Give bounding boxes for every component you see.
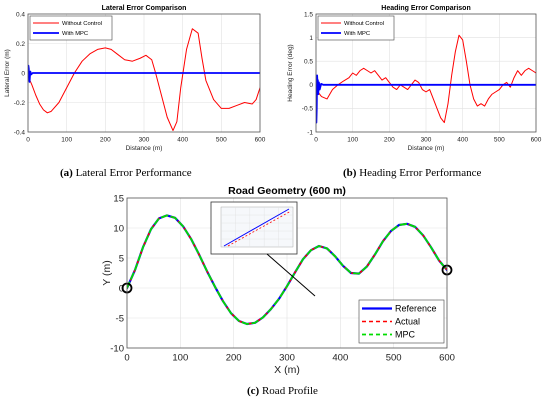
x-tick-label: 100 bbox=[61, 137, 72, 144]
y-tick-label: -10 bbox=[110, 343, 124, 354]
legend-label: With MPC bbox=[344, 31, 370, 37]
caption-b-text: Heading Error Performance bbox=[359, 167, 482, 179]
road-geometry-chart: 0 100 200 300 400 500 600 -10 -5 0 5 10 15 Road Geome… bbox=[101, 185, 455, 376]
caption-c-text: Road Profile bbox=[261, 385, 318, 397]
plot-frame bbox=[315, 13, 537, 133]
legend-label: With MPC bbox=[62, 31, 88, 37]
y-tick-label: 0.2 bbox=[16, 41, 25, 48]
legend-label: Without Control bbox=[344, 21, 384, 27]
y-axis-label: Heading Error (deg) bbox=[287, 44, 294, 101]
x-tick-label: 500 bbox=[386, 353, 402, 364]
legend-box bbox=[29, 15, 113, 41]
caption-a-text: Lateral Error Performance bbox=[75, 167, 192, 179]
x-tick-label: 0 bbox=[26, 137, 30, 144]
inset-pointer-line bbox=[266, 253, 316, 297]
y-tick-label: 0.5 bbox=[304, 58, 313, 65]
y-tick-label: 15 bbox=[113, 193, 124, 204]
x-tick-label: 200 bbox=[384, 137, 395, 144]
x-tick-label: 100 bbox=[347, 137, 358, 144]
x-tick-label: 300 bbox=[279, 353, 295, 364]
legend-label: Reference bbox=[395, 304, 437, 314]
chart-title: Lateral Error Comparison bbox=[102, 5, 187, 12]
x-tick-label: 0 bbox=[314, 137, 318, 144]
inset-line-actual bbox=[227, 210, 292, 247]
series-line-without-control bbox=[28, 28, 260, 132]
y-tick-label: -0.5 bbox=[302, 106, 314, 113]
y-tick-label: -1 bbox=[307, 129, 313, 136]
x-tick-label: 300 bbox=[421, 137, 432, 144]
y-axis-label: Lateral Error (m) bbox=[4, 49, 11, 97]
y-tick-label: 1.5 bbox=[304, 11, 313, 18]
x-tick-label: 500 bbox=[494, 137, 505, 144]
x-axis-label: Distance (m) bbox=[408, 145, 445, 152]
y-tick-label: -0.2 bbox=[14, 100, 26, 107]
chart-title: Heading Error Comparison bbox=[381, 5, 470, 12]
inset-line-reference bbox=[223, 208, 290, 247]
caption-c-letter: (c) bbox=[247, 385, 260, 397]
legend-label: Actual bbox=[395, 317, 420, 327]
caption-a-letter: (a) bbox=[60, 167, 73, 179]
y-tick-label: 0 bbox=[309, 82, 313, 89]
x-tick-label: 500 bbox=[216, 137, 227, 144]
legend-label: Without Control bbox=[62, 21, 102, 27]
y-tick-label: 0 bbox=[21, 70, 25, 77]
legend-label: MPC bbox=[395, 330, 416, 340]
caption-c: (c) Road Profile bbox=[247, 385, 318, 397]
y-tick-label: 10 bbox=[113, 223, 124, 234]
x-tick-label: 200 bbox=[100, 137, 111, 144]
plot-frame bbox=[126, 197, 448, 349]
y-tick-label: 0.4 bbox=[16, 11, 25, 18]
lateral-error-chart: 0 100 200 300 400 500 600 -0.4 -0.2 0 0.2 0.4 Latera… bbox=[4, 5, 266, 152]
series-line-with-mpc bbox=[28, 64, 260, 83]
series-line-without-control bbox=[316, 34, 536, 124]
caption-b-letter: (b) bbox=[343, 167, 357, 179]
chart-title: Road Geometry (600 m) bbox=[228, 185, 346, 197]
y-tick-label: 1 bbox=[309, 35, 313, 42]
y-tick-label: -5 bbox=[116, 313, 124, 324]
legend-box bbox=[358, 299, 445, 344]
x-tick-label: 600 bbox=[255, 137, 266, 144]
y-axis-label: Y (m) bbox=[101, 260, 113, 285]
x-tick-label: 100 bbox=[172, 353, 188, 364]
x-tick-label: 600 bbox=[531, 137, 542, 144]
x-tick-label: 600 bbox=[439, 353, 455, 364]
x-tick-label: 0 bbox=[124, 353, 129, 364]
y-tick-label: -0.4 bbox=[14, 129, 26, 136]
x-tick-label: 400 bbox=[332, 353, 348, 364]
x-axis-label: Distance (m) bbox=[126, 145, 163, 152]
x-tick-label: 300 bbox=[139, 137, 150, 144]
caption-a: (a) Lateral Error Performance bbox=[60, 167, 192, 179]
series-line-with-mpc bbox=[316, 74, 536, 124]
caption-b: (b) Heading Error Performance bbox=[343, 167, 481, 179]
y-tick-label: 0 bbox=[119, 283, 124, 294]
plot-frame bbox=[27, 13, 261, 133]
heading-error-chart: 0 100 200 300 400 500 600 -1 -0.5 0 0.5 1 1.5 Heading… bbox=[287, 5, 542, 152]
x-tick-label: 200 bbox=[226, 353, 242, 364]
x-axis-label: X (m) bbox=[274, 364, 300, 376]
series-line-mpc bbox=[127, 214, 447, 325]
x-tick-label: 400 bbox=[457, 137, 468, 144]
zoom-inset bbox=[210, 201, 316, 297]
y-tick-label: 5 bbox=[119, 253, 124, 264]
legend-box bbox=[317, 15, 395, 41]
x-tick-label: 400 bbox=[177, 137, 188, 144]
